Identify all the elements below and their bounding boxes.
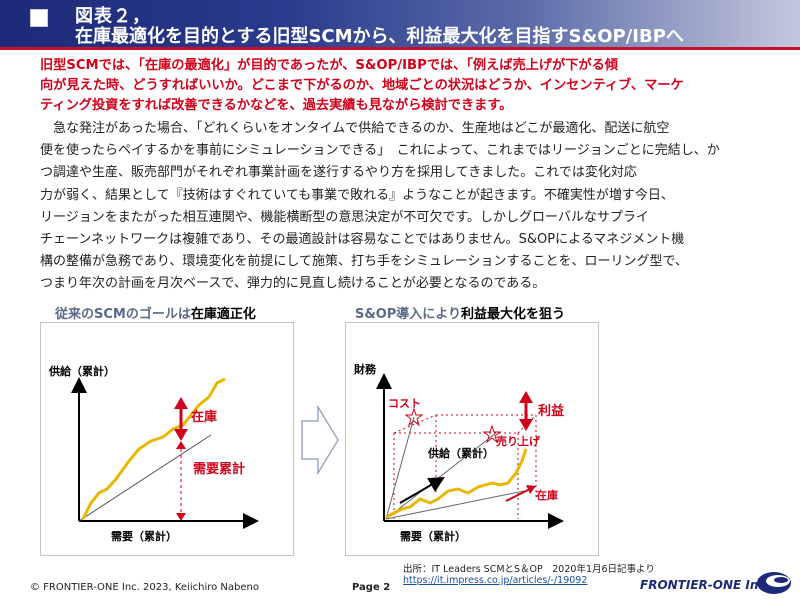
demand-line [385,490,525,520]
inventory-label: 在庫 [536,488,558,502]
sales-star-icon [482,424,502,444]
sales-label: 売り上げ [496,434,541,448]
company-logo-icon [757,572,791,594]
header-divider [0,47,800,50]
brand-name: FRONTIER-ONE Inc. [640,578,771,592]
demand-arrow-head-up [176,441,186,449]
sop-diagram: 財務 需要（累計） コスト 利益 売り上げ 供給（累計） 在庫 [345,322,599,556]
caption-highlight: 在庫適正化 [190,307,256,322]
lead-line: ティング投資をすれば改善できるかなどを、過去実績も見ながら検討できます。 [40,98,513,113]
body-line: リージョンをまたがった相互連関や、機能横断型の意思決定が不可欠です。しかしグロー… [40,209,649,225]
supply-curve [81,377,226,520]
sop-diagram-svg: 財務 需要（累計） コスト 利益 売り上げ 供給（累計） 在庫 [353,362,564,543]
source-link[interactable]: https://it.impress.co.jp/articles/-/1909… [403,575,588,586]
bullet-square-icon [30,9,48,27]
demand-line [78,434,212,522]
inventory-arrow [505,488,531,502]
scm-diagram: 供給（累計） 需要（累計） 在庫 需要累計 [40,322,294,556]
body-line: 便を使ったらペイするかを事前にシミュレーションできる」 これによって、これまでは… [40,143,720,159]
x-axis-label: 需要（累計） [400,529,466,543]
copyright-text: © FRONTIER-ONE Inc. 2023, Keiichiro Nabe… [30,582,259,593]
caption-highlight: 利益最大化を狙う [461,307,566,322]
body-line: 力が弱く、結果として『技術はすぐれていても事業で敗れる』ようなことが起きます。不… [40,187,674,203]
profit-label: 利益 [538,403,564,419]
profit-arrow-head-up [519,391,533,403]
inventory-arrow-head [526,485,536,494]
transition-arrow-icon [301,405,339,475]
slide-title: 在庫最適化を目的とする旧型SCMから、利益最大化を目指すS&OP/IBPへ [75,26,684,47]
body-line: チェーンネットワークは複雑であり、その最適設計は容易なことではありません。S&O… [40,232,685,248]
inventory-arrow-head-down [174,429,188,441]
y-axis-label: 供給（累計） [48,364,115,378]
cost-star-icon [404,407,424,427]
body-line: 急な発注があった場合、「どれくらいをオンタイムで供給できるのか、生産地はどこが最… [40,121,670,136]
sales-line [385,432,497,520]
title-banner: 図表２， 在庫最適化を目的とする旧型SCMから、利益最大化を目指すS&OP/IB… [0,0,800,47]
body-line: 構の整備が急務であり、環境変化を前提にして施策、打ち手をシミュレーションすること… [40,254,688,270]
cost-line [385,416,415,520]
supply-label: 供給（累計） [427,446,494,460]
inventory-arrow-head-up [174,397,188,409]
supply-curve [385,448,528,519]
scm-diagram-svg: 供給（累計） 需要（累計） 在庫 需要累計 [48,364,259,543]
y-axis-label: 財務 [353,362,377,376]
body-line: つ調達や生産、販売部門がそれぞれ事業計画を遂行するやり方を採用してきました。これ… [40,165,637,181]
body-line: つまり年次の計画を月次ベースで、弾力的に見直し続けることが必要となるのである。 [40,276,546,292]
cost-label: コスト [388,397,421,410]
page-number: Page 2 [352,582,391,593]
profit-arrow-head-down [519,419,533,431]
caption-prefix: S&OP導入により [355,307,462,322]
inventory-label: 在庫 [191,409,217,425]
lead-line: 向が見えた時、どうすればいいか。どこまで下がるのか、地域ごとの状況はどうか、イン… [40,78,684,93]
body-paragraph: 急な発注があった場合、「どれくらいをオンタイムで供給できるのか、生産地はどこが最… [40,118,785,296]
figure-number: 図表２， [75,6,151,27]
source-citation: 出所：IT Leaders SCMとS＆OP 2020年1月6日記事より [403,564,655,575]
supply-arrow [399,476,445,504]
caption-prefix: 従来のSCMのゴールは [55,307,191,322]
demand-cum-label: 需要累計 [193,461,245,477]
lead-line: 旧型SCMでは、「在庫の最適化」が目的であったが、S&OP/IBPでは、「例えば… [40,58,618,73]
demand-arrow-head-down [176,513,186,521]
x-axis-label: 需要（累計） [111,529,177,543]
lead-paragraph: 旧型SCMでは、「在庫の最適化」が目的であったが、S&OP/IBPでは、「例えば… [40,56,780,116]
